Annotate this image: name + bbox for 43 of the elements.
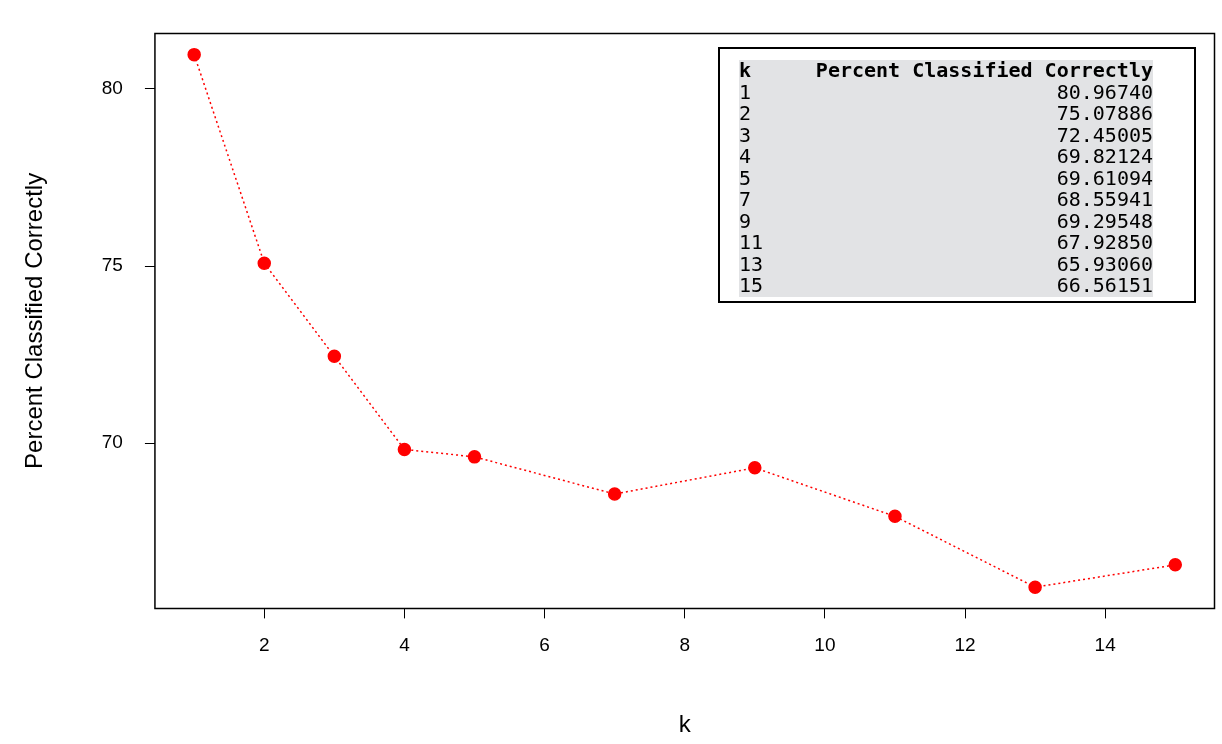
x-tick-label: 10	[814, 634, 836, 656]
annotation: 13	[739, 251, 765, 276]
x-tick-label: 8	[679, 634, 691, 656]
annotation: 65.93060	[1055, 251, 1153, 276]
point	[467, 450, 482, 464]
y-tick-label: 75	[101, 254, 123, 276]
x-tick-label: 12	[954, 634, 976, 656]
annotation: 72.45005	[1055, 122, 1153, 147]
annotation: 69.82124	[1055, 144, 1153, 168]
point	[397, 442, 412, 457]
annotation: 67.92850	[1055, 230, 1153, 254]
x-tick-label: 14	[1094, 634, 1117, 656]
point	[187, 47, 201, 62]
annotation: 15	[739, 273, 765, 297]
point	[607, 487, 622, 501]
annotation: 69.29548	[1055, 208, 1153, 233]
y-axis-title: Percent Classified Correctly	[20, 172, 48, 469]
annotation: 11	[739, 230, 765, 254]
x-tick-label: 6	[539, 634, 550, 656]
annotation: 3	[739, 122, 753, 147]
annotation: 5	[739, 165, 753, 190]
y-tick-label: 70	[101, 431, 123, 453]
annotation: 68.55941	[1055, 187, 1153, 211]
annotation: 75.07886	[1055, 101, 1153, 125]
x-tick-label: 4	[399, 634, 411, 656]
point	[888, 509, 902, 524]
annotation: Percent Classified Correctly	[814, 58, 1153, 82]
annotation: k	[739, 58, 753, 82]
point	[1028, 580, 1042, 594]
point	[748, 461, 762, 475]
x-tick-label: 2	[258, 634, 270, 656]
annotation: 7	[739, 187, 753, 211]
x-axis-title: k	[678, 710, 692, 738]
point	[327, 349, 342, 364]
annotation: 4	[739, 144, 753, 168]
annotation: 66.56151	[1055, 273, 1153, 297]
y-tick-label: 80	[101, 77, 123, 99]
annotation: 2	[739, 101, 753, 125]
annotation: 9	[739, 208, 753, 233]
point	[257, 256, 271, 270]
annotation: 69.61094	[1055, 165, 1153, 190]
point	[1168, 558, 1183, 572]
annotation: 1	[739, 79, 753, 104]
